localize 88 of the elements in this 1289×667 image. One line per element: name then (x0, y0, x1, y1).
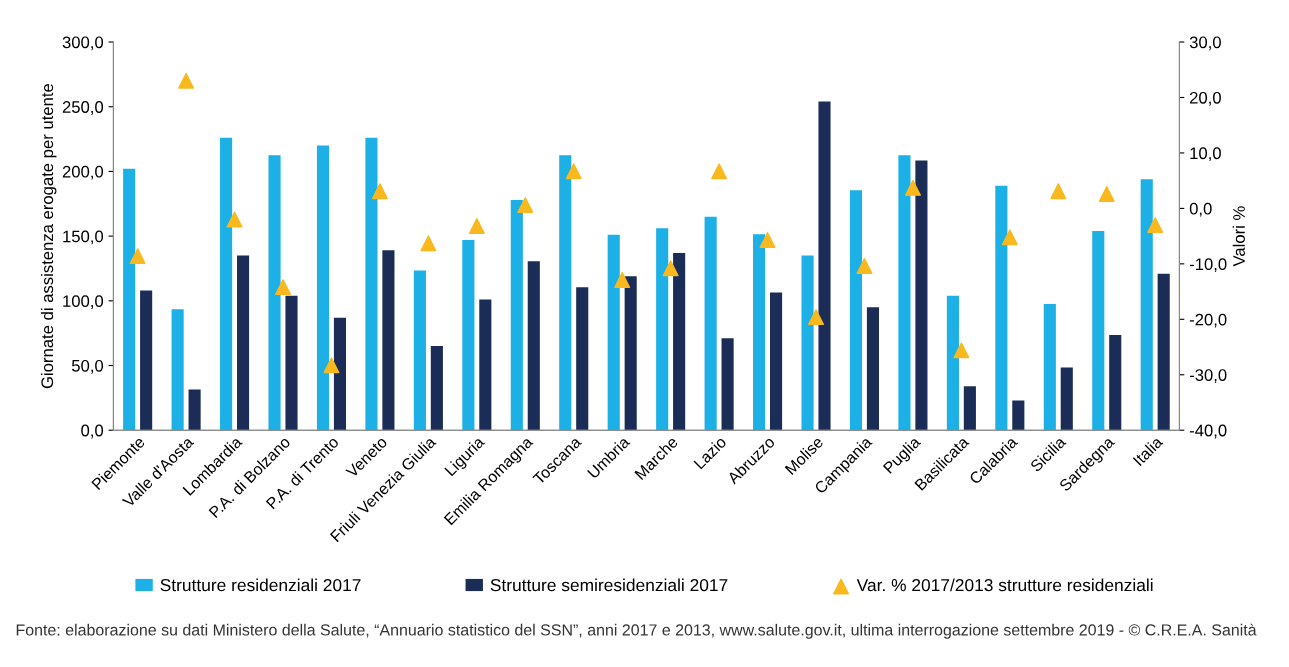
y2-tick-label: -20,0 (1189, 313, 1227, 328)
bar (140, 290, 153, 431)
bar (188, 389, 201, 431)
bar (236, 255, 250, 431)
bar (866, 307, 880, 431)
bar (510, 199, 523, 431)
bar (818, 101, 831, 431)
bar (316, 145, 330, 431)
bar (769, 292, 783, 431)
bar (995, 185, 1008, 431)
bar (382, 250, 395, 431)
bar (559, 155, 572, 431)
legend-label: Var. % 2017/2013 strutture residenziali (856, 578, 1153, 592)
bar (462, 240, 475, 431)
x-tick-label: Italia (1132, 435, 1164, 467)
y-tick-label: 300,0 (62, 36, 104, 51)
point (711, 163, 728, 180)
bar (479, 299, 492, 431)
point (468, 218, 485, 235)
bar (333, 317, 347, 431)
point (904, 179, 921, 196)
bar (849, 190, 863, 431)
point (420, 235, 437, 252)
y2-tick-label: 0,0 (1189, 202, 1212, 217)
bar (527, 261, 540, 431)
bar (624, 276, 637, 431)
point (517, 197, 534, 214)
bar (721, 338, 734, 431)
bar (413, 270, 426, 431)
y-tick-label: 50,0 (71, 359, 104, 374)
bar (898, 155, 911, 431)
point (1001, 229, 1018, 246)
bar (946, 295, 959, 431)
point (565, 163, 582, 180)
bar (123, 168, 136, 431)
bar (673, 252, 686, 431)
point (1050, 183, 1067, 200)
bar (220, 137, 233, 431)
bar (1012, 400, 1025, 431)
bar (1060, 367, 1073, 431)
bar (268, 155, 281, 431)
point (1147, 217, 1164, 234)
bar (1157, 273, 1170, 431)
y2-tick-label: -40,0 (1189, 424, 1227, 439)
point (856, 258, 873, 275)
point (323, 357, 340, 374)
point (808, 309, 825, 326)
legend-label: Strutture residenziali 2017 (160, 578, 361, 592)
bar (171, 309, 184, 431)
y2-tick-label: 20,0 (1190, 91, 1221, 106)
bar (285, 295, 298, 431)
y2-tick-label: 30,0 (1189, 36, 1221, 51)
y-axis-title: Giornate di assistenza erogate per utente (40, 83, 57, 389)
y2-axis-title: Valori % (1232, 206, 1245, 267)
point (759, 232, 776, 248)
bar (576, 287, 589, 431)
bar (1092, 230, 1105, 431)
y-tick-label: 100,0 (63, 295, 104, 309)
point (371, 183, 388, 200)
point (129, 248, 146, 265)
bar (1109, 335, 1122, 431)
bar (365, 137, 378, 431)
y2-tick-label: -10,0 (1189, 258, 1227, 273)
bar (1043, 304, 1056, 431)
bar (704, 216, 717, 431)
source-note: Fonte: elaborazione su dati Ministero della Salute, “Annuario statistico del SSN”, anni 2017 e 2013, www.salute.gov.it, ultima interrogazione settembre 2019 - © C.R.E.A. Sanità (16, 623, 1257, 639)
bar (963, 386, 976, 431)
bar (915, 160, 928, 431)
point (662, 260, 679, 277)
bar (753, 234, 766, 431)
point (275, 279, 292, 296)
bar (1140, 179, 1153, 431)
y-tick-label: 200,0 (62, 165, 104, 180)
point (953, 342, 970, 359)
point (226, 211, 243, 228)
y-tick-label: 0,0 (81, 424, 104, 439)
bar (430, 346, 443, 431)
y-tick-label: 150,0 (63, 230, 104, 245)
y2-tick-label: 10,0 (1190, 147, 1221, 162)
point (178, 72, 195, 89)
point (614, 271, 631, 288)
point (1098, 185, 1115, 202)
bar (656, 228, 669, 431)
legend-label: Strutture semiresidenziali 2017 (490, 578, 728, 592)
bar (801, 255, 814, 431)
y2-tick-label: -30,0 (1189, 369, 1227, 383)
bar (607, 234, 620, 431)
y-tick-label: 250,0 (62, 101, 104, 115)
